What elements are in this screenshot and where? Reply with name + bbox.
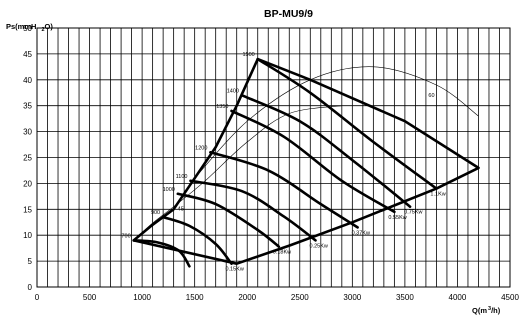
rpm-curve xyxy=(161,215,233,265)
rpm-label: 1100 xyxy=(176,174,188,180)
rpm-curve xyxy=(189,179,317,242)
y-tick-label: 5 xyxy=(28,257,33,266)
power-label: 0.75Kw xyxy=(404,210,422,216)
rpm-label: 1500 xyxy=(242,52,254,58)
y-tick-label: 20 xyxy=(23,179,32,188)
rpm-label: 1400 xyxy=(227,88,239,94)
system-label: 45 xyxy=(178,207,184,213)
rpm-curve xyxy=(240,94,412,208)
y-tick-label: 15 xyxy=(23,205,32,214)
x-tick-label: 4500 xyxy=(501,293,519,302)
system-curves xyxy=(133,66,479,241)
rpm-label: 1200 xyxy=(195,145,207,151)
y-tick-label: 45 xyxy=(23,50,32,59)
rpm-label: 900 xyxy=(151,210,160,216)
rpm-curve xyxy=(230,109,396,214)
rpm-label: 1000 xyxy=(163,187,175,193)
rpm-label: 1350 xyxy=(216,104,228,110)
tick-labels: 0 500 1000 1500 2000 2500 3000 3500 4000 4500 0 5 10… xyxy=(23,24,519,302)
y-tick-label: 40 xyxy=(23,76,32,85)
rpm-curves xyxy=(132,57,480,268)
y-tick-label: 50 xyxy=(23,24,32,33)
power-label: 0.15Kw xyxy=(225,267,243,273)
system-label: 60 xyxy=(428,93,434,99)
y-tick-label: 25 xyxy=(23,154,32,163)
curve-labels: 700 900 1000 1100 1200 1350 1400 1500 45 60 0.15Kw… xyxy=(122,52,446,273)
rpm-curve xyxy=(209,151,359,229)
x-tick-label: 500 xyxy=(83,293,97,302)
power-label: 0.37Kw xyxy=(352,230,370,236)
y-axis-label: Ps(mmH 2O) xyxy=(6,22,53,33)
x-tick-label: 1500 xyxy=(186,293,204,302)
y-tick-label: 30 xyxy=(23,128,32,137)
rpm-curve xyxy=(132,239,191,268)
power-label: 0.18Kw xyxy=(273,250,291,256)
x-tick-label: 3000 xyxy=(343,293,361,302)
rpm-curve xyxy=(256,57,438,190)
x-axis-label: Q(m3/h) xyxy=(472,306,501,315)
x-tick-label: 4000 xyxy=(449,293,467,302)
y-tick-label: 0 xyxy=(28,283,33,292)
y-tick-label: 10 xyxy=(23,231,32,240)
power-label: 1.1Kw xyxy=(430,192,445,198)
x-tick-label: 2500 xyxy=(291,293,309,302)
plot-frame xyxy=(36,27,511,288)
system-curve xyxy=(194,66,479,179)
rpm-curve xyxy=(176,192,281,248)
power-label: 0.55Kw xyxy=(388,215,406,221)
x-tick-label: 1000 xyxy=(133,293,151,302)
system-curve xyxy=(133,105,342,241)
x-tick-label: 0 xyxy=(35,293,40,302)
x-tick-label: 3500 xyxy=(396,293,414,302)
grid xyxy=(37,28,510,287)
y-tick-label: 35 xyxy=(23,102,32,111)
rpm-label: 700 xyxy=(122,233,131,239)
power-label: 0.25Kw xyxy=(310,243,328,249)
chart-title: BP-MU9/9 xyxy=(264,8,313,20)
x-tick-label: 2000 xyxy=(238,293,256,302)
